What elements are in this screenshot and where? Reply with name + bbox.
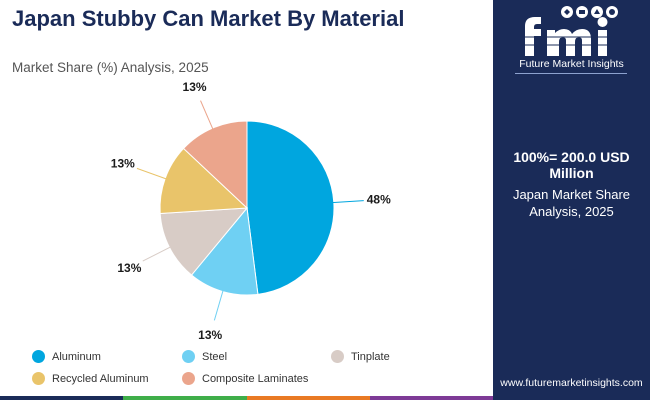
legend-label: Steel [202, 350, 228, 363]
legend-label: Recycled Aluminum [52, 372, 149, 385]
logo-divider [515, 73, 627, 74]
legend-item-aluminum: Aluminum [32, 350, 101, 363]
legend-swatch [182, 350, 195, 363]
leader-line-recycled-aluminum [136, 167, 170, 181]
leader-line-composite-laminates [200, 100, 215, 133]
legend-item-composite-laminates: Composite Laminates [182, 372, 308, 385]
bottom-bar-segment [369, 396, 493, 400]
chart-panel: Japan Stubby Can Market By Material Mark… [0, 6, 493, 400]
legend-item-tinplate: Tinplate [331, 350, 390, 363]
bottom-color-bar [0, 396, 493, 400]
legend-swatch [32, 372, 45, 385]
legend-label: Tinplate [351, 350, 390, 363]
bottom-bar-segment [123, 396, 247, 400]
legend-item-recycled-aluminum: Recycled Aluminum [32, 372, 149, 385]
fmi-logo [525, 6, 618, 56]
website-link[interactable]: www.futuremarketinsights.com [500, 377, 643, 389]
legend-label: Aluminum [52, 350, 101, 363]
leader-line-steel [213, 287, 225, 321]
data-label-aluminum: 48% [367, 193, 391, 207]
bottom-bar-segment [246, 396, 370, 400]
leader-line-tinplate [142, 245, 174, 262]
data-label-recycled-aluminum: 13% [111, 156, 135, 170]
data-label-steel: 13% [198, 328, 222, 342]
legend-swatch [331, 350, 344, 363]
pie-chart: 48% 13% 13% 13% 13% [111, 80, 391, 342]
bottom-bar-segment [0, 396, 124, 400]
chart-subtitle: Market Share (%) Analysis, 2025 [12, 60, 209, 75]
legend-swatch [182, 372, 195, 385]
pie-slice-aluminum [246, 120, 335, 295]
legend-swatch [32, 350, 45, 363]
data-label-composite-laminates: 13% [183, 80, 207, 94]
legend-label: Composite Laminates [202, 372, 309, 385]
data-label-tinplate: 13% [117, 261, 141, 275]
market-caption: Japan Market Share Analysis, 2025 [512, 187, 631, 219]
chart-title: Japan Stubby Can Market By Material [12, 6, 405, 31]
logo-text: Future Market Insights [519, 58, 624, 70]
legend-item-steel: Steel [182, 350, 227, 363]
leader-line-aluminum [329, 200, 364, 204]
market-total: 100%= 200.0 USD Million [513, 149, 630, 181]
info-sidebar: Future Market Insights 100%= 200.0 USD M… [493, 0, 650, 400]
